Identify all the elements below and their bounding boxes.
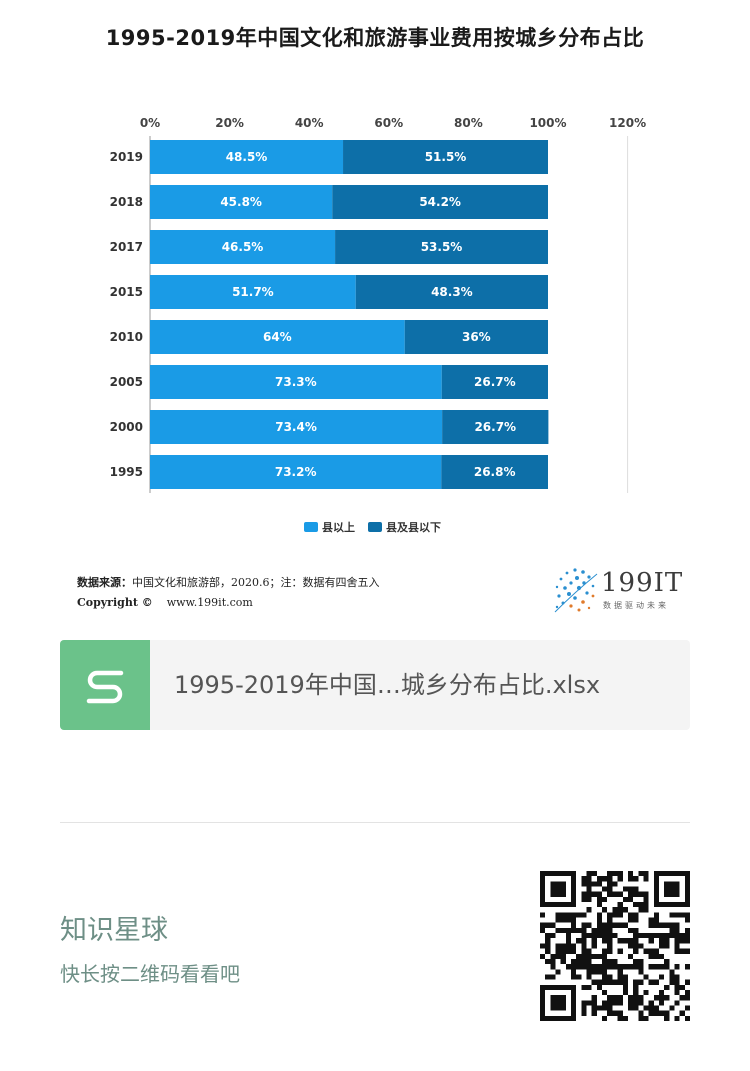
planet-title: 知识星球 [60, 915, 168, 946]
y-category-label: 2019 [110, 150, 143, 164]
y-category-label: 2000 [110, 420, 143, 434]
y-category-label: 2018 [110, 195, 143, 209]
data-label: 46.5% [222, 240, 264, 254]
legend-label: 县以上 [322, 520, 355, 534]
file-name[interactable]: 1995-2019年中国…城乡分布占比.xlsx [174, 671, 601, 699]
copyright-label: Copyright © [77, 596, 153, 609]
stacked-bar-chart: 0% 20% 40% 60% 80% 100% 120% 2019 48.5% 51.5% 2018… [110, 116, 647, 534]
data-label: 64% [263, 330, 292, 344]
y-category-label: 2015 [110, 285, 143, 299]
bar-segment [150, 140, 344, 174]
planet-subtitle: 快长按二维码看看吧 [60, 962, 240, 986]
x-tick-label: 80% [454, 116, 483, 130]
bar-segment [441, 365, 548, 399]
y-category-label: 2017 [110, 240, 143, 254]
legend-swatch [368, 522, 382, 532]
data-label: 51.5% [425, 150, 467, 164]
legend-swatch [304, 522, 318, 532]
brand-name: 199IT [601, 568, 684, 598]
data-label: 45.8% [220, 195, 262, 209]
bar-segment [343, 140, 548, 174]
brand-logo: 199IT 数据驱动未来 [553, 566, 693, 614]
bar-segment [335, 230, 548, 264]
bar-segment [150, 410, 443, 444]
x-tick-label: 120% [609, 116, 646, 130]
data-label: 36% [462, 330, 491, 344]
bar-segment [150, 275, 356, 309]
source-label: 数据来源： [77, 576, 132, 589]
x-tick-label: 60% [374, 116, 403, 130]
bar-segment [150, 455, 442, 489]
x-tick-label: 20% [215, 116, 244, 130]
legend-label: 县及县以下 [386, 521, 441, 534]
chart-title: 1995-2019年中国文化和旅游事业费用按城乡分布占比 [105, 26, 645, 50]
file-attachment[interactable]: 1995-2019年中国…城乡分布占比.xlsx [60, 640, 690, 730]
data-label: 26.7% [474, 420, 516, 434]
data-label: 73.4% [275, 420, 317, 434]
bar-segment [442, 410, 549, 444]
spreadsheet-icon [60, 640, 150, 730]
bar-segment [150, 185, 333, 219]
copyright-url: www.199it.com [166, 596, 253, 609]
data-label: 73.2% [275, 465, 317, 479]
bar-segment [150, 230, 336, 264]
bar-segment [150, 365, 442, 399]
data-label: 48.3% [431, 285, 473, 299]
y-category-label: 2005 [110, 375, 143, 389]
data-label: 51.7% [232, 285, 274, 299]
qr-code-icon[interactable] [540, 871, 690, 1021]
data-label: 53.5% [421, 240, 463, 254]
bar-segment [355, 275, 548, 309]
data-label: 73.3% [275, 375, 317, 389]
x-tick-label: 0% [140, 116, 160, 130]
data-label: 48.5% [226, 150, 268, 164]
brand-tagline: 数据驱动未来 [603, 601, 669, 610]
divider [60, 822, 690, 823]
bar-segment [332, 185, 548, 219]
brand-dots-icon [554, 568, 598, 613]
data-label: 54.2% [419, 195, 461, 209]
data-label: 26.7% [474, 375, 516, 389]
data-source: 数据来源：中国文化和旅游部，2020.6；注：数据有四舍五入 [77, 574, 380, 590]
data-label: 26.8% [474, 465, 516, 479]
y-category-label: 2010 [110, 330, 143, 344]
copyright: Copyright © www.199it.com [77, 596, 253, 609]
y-category-label: 1995 [110, 465, 143, 479]
x-tick-label: 100% [529, 116, 566, 130]
source-text: 中国文化和旅游部，2020.6；注：数据有四舍五入 [132, 576, 380, 589]
x-tick-label: 40% [295, 116, 324, 130]
bar-segment [404, 320, 548, 354]
bar-segment [150, 320, 405, 354]
bar-segment [441, 455, 548, 489]
